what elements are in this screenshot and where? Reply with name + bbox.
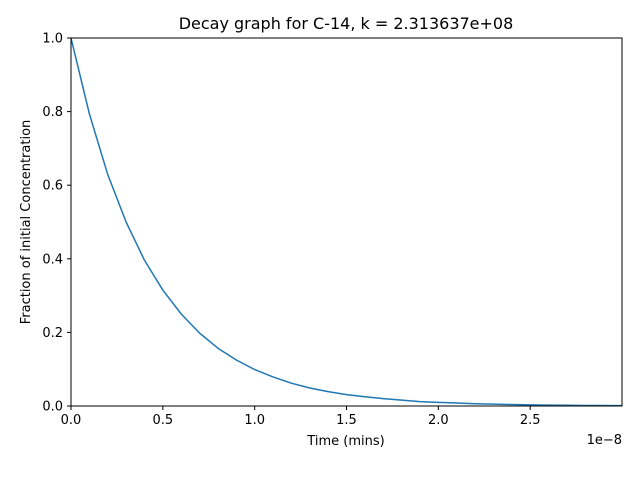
chart-title: Decay graph for C-14, k = 2.313637e+08 <box>179 14 514 33</box>
x-tick-label: 1.5 <box>336 413 357 428</box>
series-layer <box>70 37 623 407</box>
x-tick-label: 2.5 <box>520 413 541 428</box>
x-axis-offset: 1e−8 <box>587 433 622 448</box>
x-tick-label: 0.5 <box>152 413 173 428</box>
y-tick-label: 0.8 <box>42 105 63 120</box>
plot-area <box>70 37 623 407</box>
y-tick-label: 0.0 <box>42 400 63 415</box>
y-axis-ticks: 0.0 0.2 0.4 0.6 0.8 1.0 <box>42 32 71 415</box>
x-tick-label: 0.0 <box>61 413 82 428</box>
x-axis-label: Time (mins) <box>306 434 384 449</box>
x-tick-label: 1.0 <box>244 413 265 428</box>
y-tick-label: 1.0 <box>42 32 63 47</box>
x-tick-label: 2.0 <box>428 413 449 428</box>
plot-frame <box>70 37 623 407</box>
y-tick-label: 0.2 <box>42 326 63 341</box>
series-line-0 <box>70 37 623 407</box>
y-axis-label: Fraction of initial Concentration <box>19 120 34 325</box>
y-tick-label: 0.6 <box>42 179 63 194</box>
y-tick-label: 0.4 <box>42 252 63 267</box>
x-axis-ticks: 0.0 0.5 1.0 1.5 2.0 2.5 <box>61 406 541 428</box>
